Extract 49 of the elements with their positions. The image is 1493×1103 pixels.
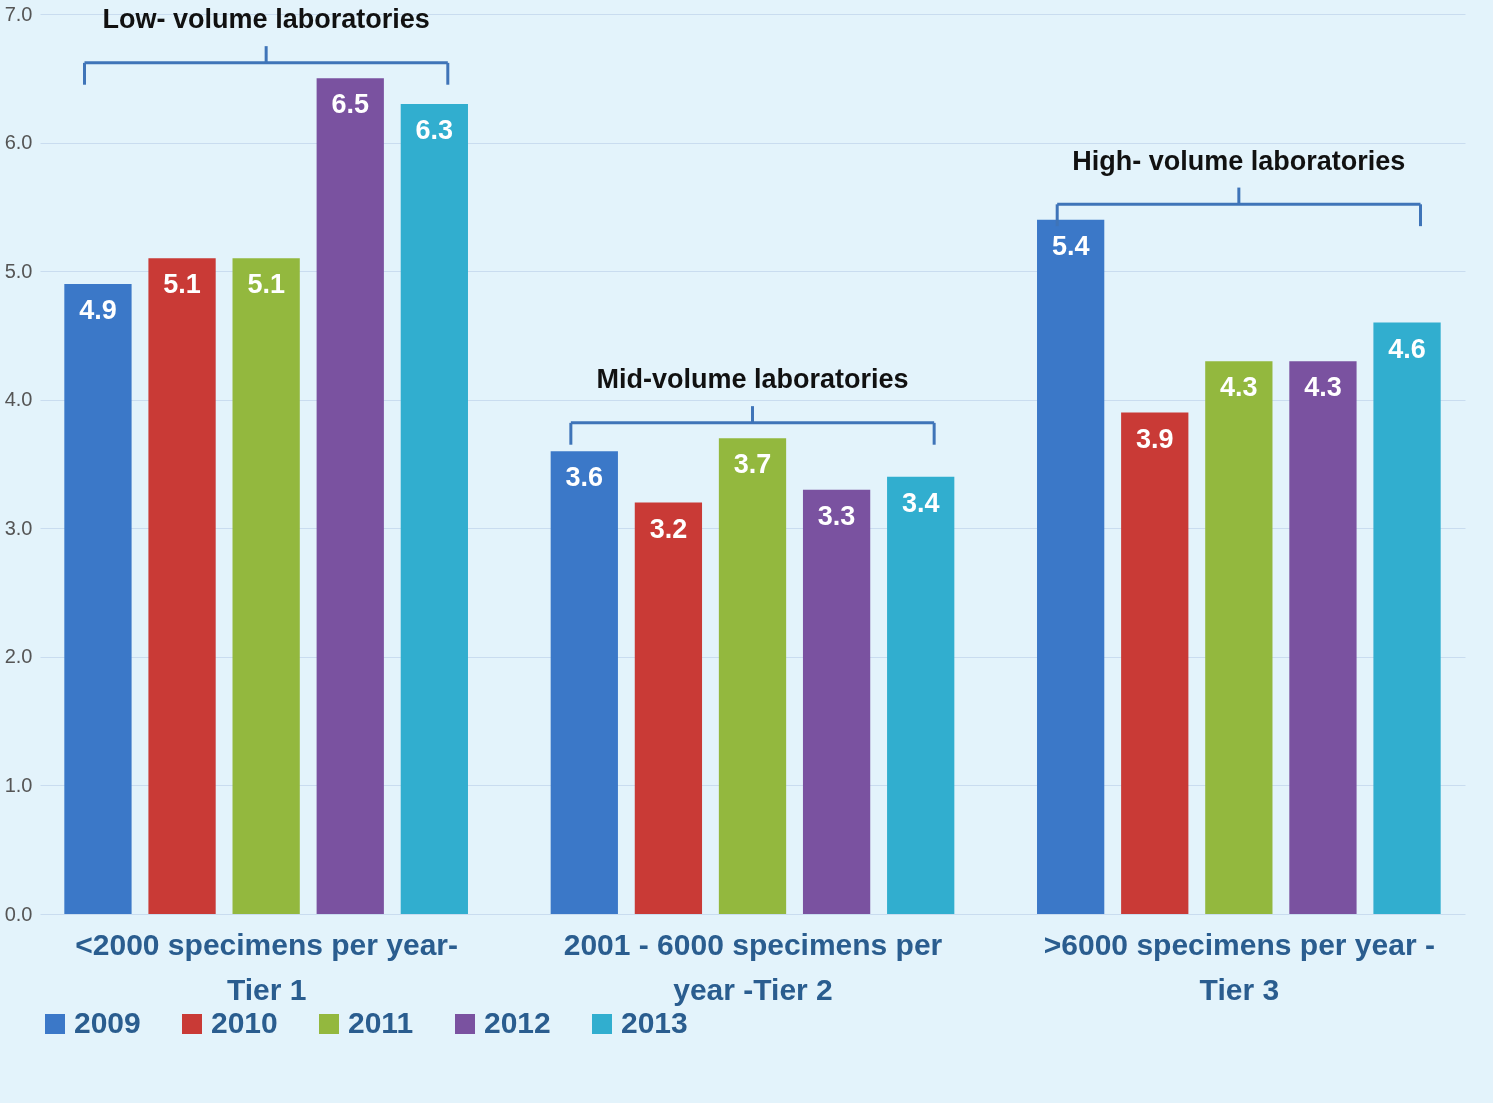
legend-label: 2012 — [484, 1006, 551, 1039]
annotation: Low- volume laboratories — [102, 4, 430, 35]
bar — [148, 258, 216, 914]
data-label: 3.9 — [1135, 423, 1174, 454]
data-label: 4.9 — [79, 295, 117, 325]
data-label: 3.2 — [649, 513, 688, 544]
x-tick-label: >6000 specimens per year - Tier 3 — [1043, 927, 1435, 1006]
data-label: 5.1 — [163, 269, 201, 300]
bar — [400, 104, 468, 914]
bar — [1289, 361, 1357, 914]
bar — [802, 489, 871, 914]
annotation: Mid-volume laboratories — [596, 364, 909, 395]
bar — [64, 284, 132, 914]
data-label: 4.3 — [1220, 372, 1258, 403]
y-tick-label: 4.0 — [4, 388, 33, 411]
y-tick-label: 1.0 — [4, 773, 33, 796]
data-label: 4.6 — [1388, 333, 1426, 364]
bar — [550, 451, 618, 914]
data-label: 4.3 — [1304, 372, 1342, 403]
bar — [1205, 361, 1273, 914]
y-tick-label: 3.0 — [4, 516, 33, 539]
data-label: 5.1 — [247, 269, 285, 300]
y-tick-label: 2.0 — [4, 645, 33, 668]
data-label: 5.4 — [1051, 230, 1090, 261]
data-label: 3.3 — [817, 500, 856, 531]
data-label: 6.3 — [415, 115, 454, 145]
annotation: High- volume laboratories — [1072, 145, 1406, 176]
y-tick-label: 6.0 — [4, 131, 33, 154]
legend-label: 2013 — [621, 1006, 688, 1039]
data-label: 6.5 — [331, 89, 370, 120]
y-tick-label: 0.0 — [4, 902, 33, 925]
data-label: 3.6 — [565, 462, 604, 493]
bar — [316, 78, 384, 914]
bar — [1373, 322, 1441, 914]
bar — [1121, 412, 1189, 914]
legend-label: 2010 — [211, 1006, 278, 1039]
data-label: 3.4 — [901, 487, 940, 518]
bar — [1037, 219, 1105, 914]
x-tick-label: 2001 - 6000 specimens per year -Tier 2 — [563, 927, 943, 1006]
bar — [232, 258, 300, 914]
data-label: 3.7 — [733, 449, 772, 480]
legend-label: 2009 — [74, 1006, 141, 1039]
y-tick-label: 5.0 — [4, 259, 33, 282]
bar — [718, 438, 787, 914]
legend-label: 2011 — [348, 1006, 414, 1039]
bar — [887, 476, 955, 914]
x-tick-label: <2000 specimens per year- Tier 1 — [75, 927, 459, 1006]
bar — [634, 502, 703, 914]
y-tick-label: 7.0 — [4, 2, 33, 25]
